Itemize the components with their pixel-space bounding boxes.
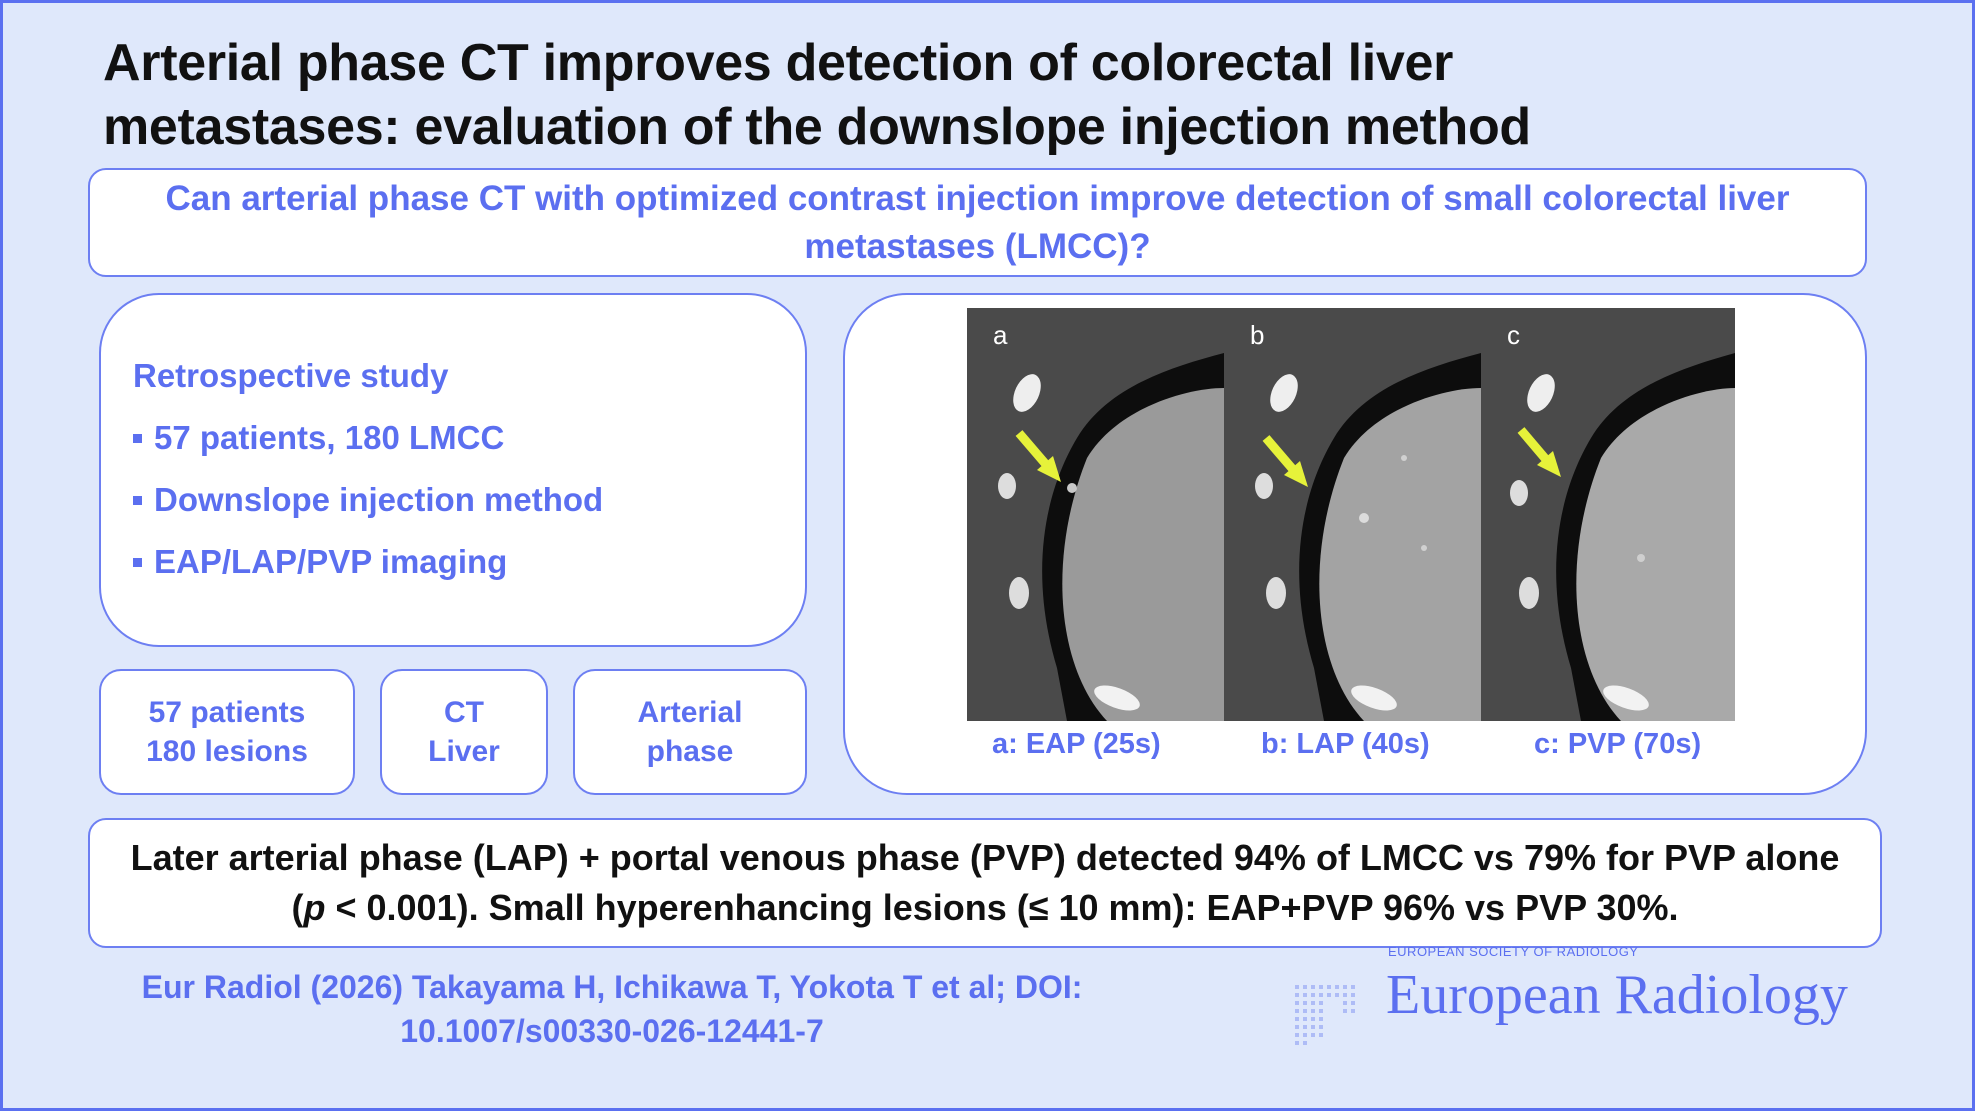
study-item: 57 patients, 180 LMCC: [133, 419, 805, 457]
image-caption-lap: b: LAP (40s): [1261, 728, 1430, 760]
ct-scan-graphic: [1224, 308, 1481, 721]
ct-scan-graphic: [967, 308, 1224, 721]
bullet-icon: [133, 495, 142, 505]
key-result-box: Later arterial phase (LAP) + portal veno…: [88, 818, 1882, 948]
tag-line: Liver: [428, 735, 500, 768]
tag-line: Arterial: [637, 696, 743, 729]
arrow-icon: [1262, 435, 1300, 476]
tag-line: phase: [646, 735, 734, 768]
journal-name: European Radiology: [1386, 964, 1848, 1026]
study-item-label: Downslope injection method: [154, 481, 604, 518]
study-item-label: EAP/LAP/PVP imaging: [154, 543, 508, 580]
tag-modality: CT Liver: [380, 669, 548, 795]
tag-phase: Arterial phase: [573, 669, 807, 795]
tag-line: 57 patients: [148, 696, 306, 729]
result-part-1: Later arterial phase (LAP) + portal veno…: [130, 837, 1840, 928]
image-caption-pvp: c: PVP (70s): [1534, 728, 1702, 760]
esr-logo-icon: [1295, 985, 1355, 1045]
bullet-icon: [133, 557, 142, 567]
key-result-text: Later arterial phase (LAP) + portal veno…: [120, 833, 1850, 933]
ct-scan-graphic: [1481, 308, 1735, 721]
panel-letter: a: [993, 320, 1008, 350]
result-part-2: < 0.001). Small hyperenhancing lesions (…: [325, 887, 1679, 928]
citation: Eur Radiol (2026) Takayama H, Ichikawa T…: [141, 969, 1083, 1049]
title-line-2: metastases: evaluation of the downslope …: [103, 98, 1531, 156]
research-question-box: Can arterial phase CT with optimized con…: [88, 168, 1867, 277]
study-heading: Retrospective study: [133, 357, 449, 394]
ct-image-lap: b: [1224, 308, 1481, 721]
p-value-symbol: p: [303, 887, 326, 928]
study-item: EAP/LAP/PVP imaging: [133, 543, 805, 581]
arrow-icon: [1517, 427, 1553, 466]
arrow-icon: [1015, 430, 1053, 471]
image-caption-eap: a: EAP (25s): [992, 728, 1161, 760]
panel-letter: c: [1507, 320, 1520, 350]
study-item: Downslope injection method: [133, 481, 805, 519]
panel-letter: b: [1250, 320, 1265, 350]
research-question: Can arterial phase CT with optimized con…: [165, 178, 1790, 266]
tag-line: 180 lesions: [146, 735, 308, 768]
society-name: EUROPEAN SOCIETY OF RADIOLOGY: [1388, 944, 1639, 959]
tag-patients: 57 patients 180 lesions: [99, 669, 355, 795]
page-title: Arterial phase CT improves detection of …: [103, 31, 1903, 159]
study-item-label: 57 patients, 180 LMCC: [154, 419, 505, 456]
study-design-box: Retrospective study 57 patients, 180 LMC…: [99, 293, 807, 647]
ct-image-pvp: c: [1481, 308, 1735, 721]
title-line-1: Arterial phase CT improves detection of …: [103, 34, 1454, 92]
tag-line: CT: [444, 696, 484, 729]
ct-image-eap: a: [967, 308, 1224, 721]
bullet-icon: [133, 433, 142, 443]
